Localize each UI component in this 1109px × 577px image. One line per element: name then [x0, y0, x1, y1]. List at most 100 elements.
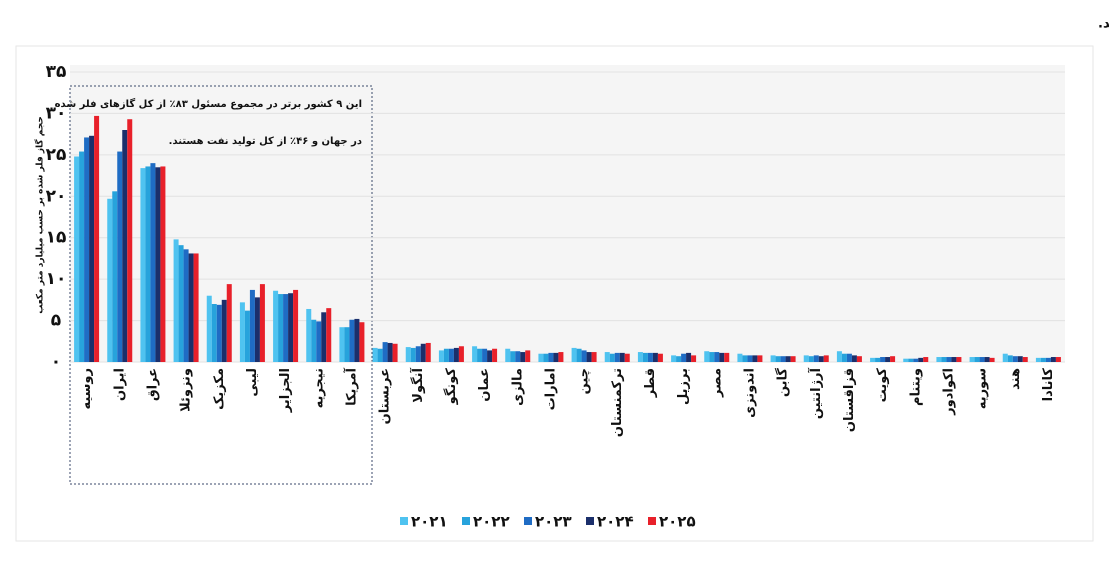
- bar: [704, 351, 710, 362]
- bar: [681, 353, 687, 362]
- bar: [145, 166, 151, 362]
- bar: [107, 198, 113, 362]
- bar: [321, 312, 327, 362]
- bar: [591, 352, 597, 362]
- bar: [586, 352, 592, 362]
- bar: [505, 348, 511, 362]
- x-tick-label: لیبی: [245, 368, 260, 397]
- bar: [657, 353, 663, 362]
- bar: [525, 350, 531, 362]
- legend-swatch: [586, 517, 594, 525]
- legend-swatch: [462, 517, 470, 525]
- bar: [293, 289, 299, 362]
- bar: [453, 347, 459, 362]
- bar: [941, 357, 947, 362]
- bar: [989, 357, 995, 362]
- x-tick-label: عربستان: [378, 368, 393, 424]
- bar: [344, 327, 350, 362]
- y-tick-label: ۱۵: [46, 228, 67, 248]
- bar: [160, 166, 166, 362]
- bar: [642, 352, 648, 362]
- bar: [676, 356, 682, 362]
- x-tick-label: کانادا: [1041, 368, 1056, 402]
- bar: [278, 294, 284, 362]
- bar: [515, 351, 521, 362]
- bar: [216, 304, 222, 362]
- bar: [951, 357, 957, 362]
- bar: [870, 357, 876, 362]
- bar: [775, 356, 781, 362]
- bar: [510, 351, 516, 362]
- x-tick-label: مصر: [709, 368, 724, 398]
- legend-label: ۲۰۲۲: [473, 513, 510, 531]
- bar: [880, 357, 886, 362]
- bar: [392, 343, 398, 362]
- bar: [614, 352, 620, 362]
- bar: [150, 163, 156, 362]
- bar: [492, 348, 498, 362]
- bar: [558, 352, 564, 362]
- x-tick-label: امارات: [543, 368, 558, 410]
- annotation: این ۹ کشور برتر در مجموع مسئول ۸۳٪ از کل…: [55, 97, 362, 110]
- bar: [487, 350, 493, 362]
- bar: [790, 356, 796, 362]
- bar: [405, 347, 411, 362]
- x-tick-label: نیجریه: [311, 368, 326, 408]
- bar: [737, 353, 743, 362]
- bar: [691, 355, 697, 362]
- bar: [1002, 353, 1008, 362]
- bar: [836, 351, 842, 362]
- bar: [913, 358, 919, 362]
- bar: [425, 342, 431, 362]
- bar: [851, 355, 857, 362]
- bar: [885, 357, 891, 362]
- bar: [349, 319, 355, 362]
- bar: [1050, 357, 1056, 362]
- bar: [1040, 357, 1046, 362]
- bar: [841, 353, 847, 362]
- bar: [173, 239, 179, 362]
- bar: [410, 347, 416, 362]
- bar: [652, 352, 658, 362]
- bar: [443, 348, 449, 362]
- bar: [637, 352, 643, 362]
- bar: [923, 357, 929, 362]
- bar: [538, 353, 544, 362]
- bar: [359, 322, 365, 362]
- bar: [609, 353, 615, 362]
- x-tick-label: عمان: [477, 368, 492, 402]
- y-tick-label: ۳۵: [46, 62, 67, 82]
- bar: [974, 357, 980, 362]
- x-tick-label: اندونزی: [742, 368, 757, 418]
- bar: [520, 352, 526, 362]
- bar: [273, 290, 279, 362]
- legend-label: ۲۰۲۳: [535, 513, 572, 531]
- bar: [647, 352, 653, 362]
- bar: [757, 355, 763, 362]
- bar: [221, 299, 227, 362]
- bar: [288, 293, 294, 362]
- bar: [482, 348, 488, 362]
- x-tick-label: سوریه: [975, 368, 990, 409]
- bar: [438, 350, 444, 362]
- x-tick-label: ترکمنستان: [610, 368, 625, 437]
- bar: [890, 356, 896, 362]
- bar: [84, 137, 90, 362]
- x-tick-label: کویت: [875, 368, 890, 403]
- bar: [79, 151, 85, 362]
- x-tick-label: آنگولا: [409, 367, 426, 402]
- bar: [619, 352, 625, 362]
- bar: [193, 253, 199, 362]
- bar: [1055, 357, 1061, 362]
- bar: [818, 356, 824, 362]
- legend-swatch: [400, 517, 408, 525]
- bar: [387, 342, 393, 362]
- bar: [918, 357, 924, 362]
- bar: [936, 357, 942, 362]
- bar: [908, 358, 914, 362]
- bar: [306, 308, 312, 362]
- bar: [752, 355, 758, 362]
- bar: [984, 357, 990, 362]
- bar: [1017, 356, 1023, 362]
